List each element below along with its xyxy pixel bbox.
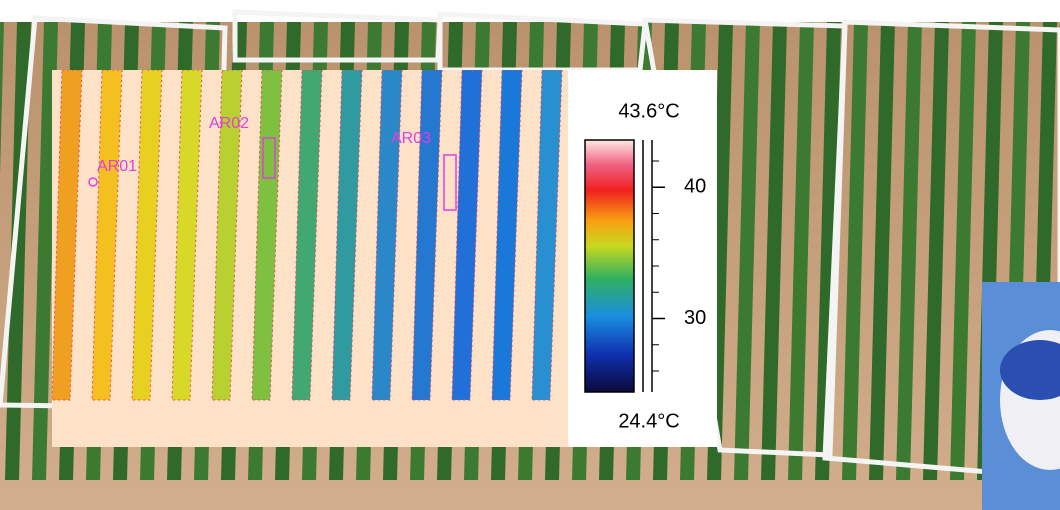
- scale-tick-label: 30: [684, 307, 706, 329]
- scale-tick-label: 40: [684, 176, 706, 198]
- color-bar: [585, 140, 634, 392]
- scale-min-label: 24.4°C: [618, 410, 679, 432]
- region-label: AR02: [209, 115, 249, 132]
- region-label: AR03: [391, 130, 431, 147]
- scene: AR01 AR02 AR03 43.6°C 24.4°C 40 30: [0, 0, 1060, 510]
- scale-max-label: 43.6°C: [618, 100, 679, 122]
- region-label: AR01: [97, 158, 137, 175]
- balloon-photo: [982, 282, 1060, 510]
